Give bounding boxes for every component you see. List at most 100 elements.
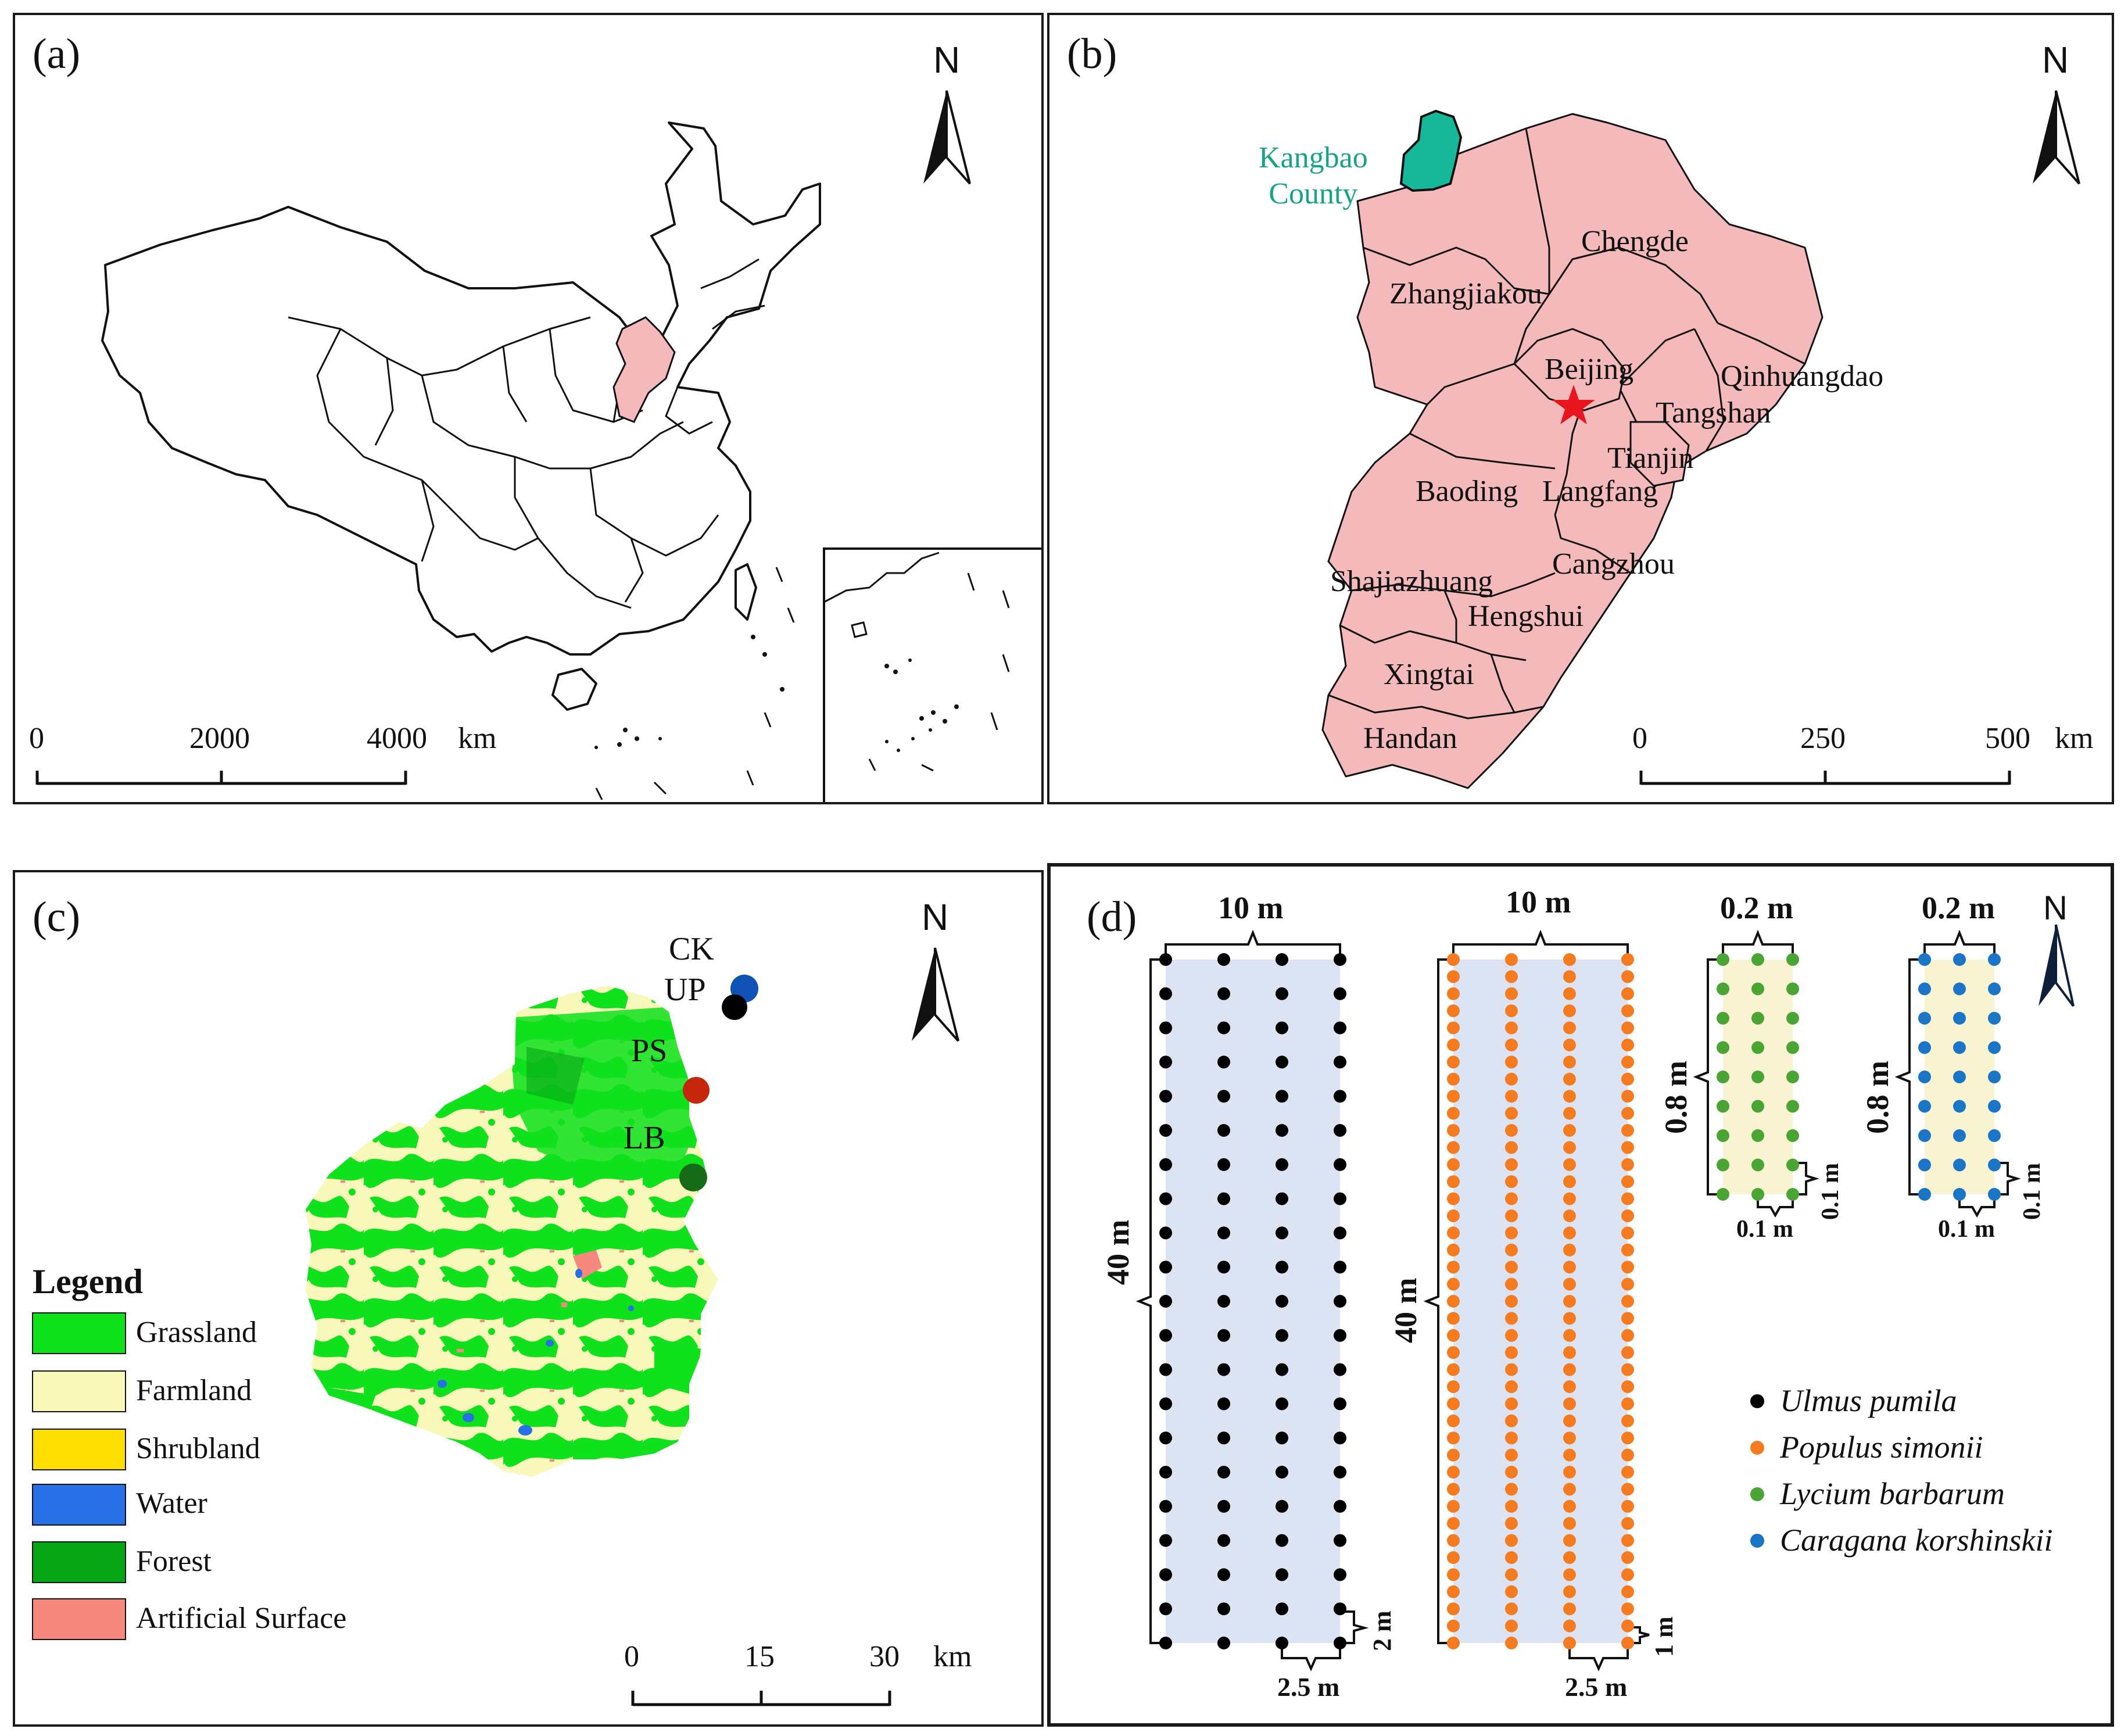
city-label-tianjin: Tianjin xyxy=(1607,442,1694,475)
plot-4-width-brace xyxy=(1923,929,1996,956)
tree-dot-populus xyxy=(1447,1004,1460,1018)
tree-dot-ulmus xyxy=(1276,1295,1288,1308)
tree-dot-caragana xyxy=(1988,1041,2001,1054)
tree-dot-ulmus xyxy=(1276,1637,1288,1649)
tree-dot-lycium xyxy=(1786,1188,1799,1201)
tree-dot-populus xyxy=(1447,1090,1460,1103)
tree-dot-populus xyxy=(1563,1021,1576,1035)
tree-dot-ulmus xyxy=(1334,1295,1346,1308)
tree-dot-ulmus xyxy=(1276,1090,1288,1103)
tree-dot-populus xyxy=(1563,1039,1576,1051)
tree-dot-ulmus xyxy=(1334,1568,1346,1581)
tree-dot-ulmus xyxy=(1217,1158,1230,1171)
scale-tick-c-1: 15 xyxy=(744,1640,775,1673)
tree-dot-populus xyxy=(1621,1568,1634,1581)
scale-bar-b xyxy=(1639,771,2011,785)
species-legend-populus: Populus simonii xyxy=(1780,1430,1983,1465)
tree-dot-ulmus xyxy=(1217,1363,1230,1376)
tree-dot-populus xyxy=(1447,1637,1460,1649)
tree-dot-caragana xyxy=(1988,1100,2001,1113)
tree-dot-populus xyxy=(1563,1261,1576,1274)
tree-dot-lycium xyxy=(1786,982,1799,996)
legend-label-shrubland: Shrubland xyxy=(136,1432,260,1465)
tree-dot-caragana xyxy=(1988,982,2001,996)
tree-dot-ulmus xyxy=(1217,1226,1230,1240)
tree-dot-populus xyxy=(1563,1329,1576,1342)
tree-dot-lycium xyxy=(1786,953,1799,966)
legend-swatch-water xyxy=(32,1484,126,1526)
tree-dot-ulmus xyxy=(1334,1466,1346,1479)
north-label-d: N xyxy=(2043,889,2068,927)
tree-dot-populus xyxy=(1563,1243,1576,1257)
tree-dot-caragana xyxy=(1918,1041,1931,1054)
tree-dot-populus xyxy=(1621,1517,1634,1530)
tree-dot-ulmus xyxy=(1159,1397,1172,1411)
tree-dot-populus xyxy=(1621,1602,1634,1616)
tree-dot-populus xyxy=(1505,1124,1518,1137)
tree-dot-populus xyxy=(1447,1243,1460,1257)
tree-dot-populus xyxy=(1447,1107,1460,1120)
plot-2-row-spacing-label: 1 m xyxy=(1650,1616,1678,1657)
panel-c-landcover-map: (c) N CK UP PS LB Legend Grassland Farml… xyxy=(13,870,1044,1727)
tree-dot-caragana xyxy=(1988,1129,2001,1142)
tree-dot-ulmus xyxy=(1159,1090,1172,1103)
tree-dot-populus xyxy=(1621,1141,1634,1154)
tree-dot-populus xyxy=(1563,1499,1576,1513)
tree-dot-populus xyxy=(1621,1004,1634,1018)
tree-dot-ulmus xyxy=(1217,1499,1230,1513)
tree-dot-lycium xyxy=(1717,1100,1729,1113)
tree-dot-populus xyxy=(1447,1055,1460,1069)
tree-dot-populus xyxy=(1563,1483,1576,1496)
city-label-cangzhou: Cangzhou xyxy=(1552,547,1675,581)
tree-dot-populus xyxy=(1505,1397,1518,1411)
hebei-province-highlight xyxy=(612,316,676,423)
legend-label-forest: Forest xyxy=(136,1545,212,1578)
legend-swatch-shrubland xyxy=(32,1429,126,1470)
tree-dot-ulmus xyxy=(1276,1534,1288,1547)
tree-dot-populus xyxy=(1447,1448,1460,1462)
tree-dot-populus xyxy=(1447,1209,1460,1222)
tree-dot-ulmus xyxy=(1159,1499,1172,1513)
tree-dot-ulmus xyxy=(1217,1397,1230,1411)
tree-dot-populus xyxy=(1505,1517,1518,1530)
north-arrow-a xyxy=(923,90,971,185)
legend-swatch-grassland xyxy=(32,1312,126,1354)
tree-dot-caragana xyxy=(1918,1188,1931,1201)
tree-dot-caragana xyxy=(1988,1012,2001,1025)
tree-dot-ulmus xyxy=(1334,987,1346,1000)
tree-dot-ulmus xyxy=(1159,953,1172,966)
tree-dot-populus xyxy=(1621,1619,1634,1633)
tree-dot-populus xyxy=(1563,953,1576,966)
legend-swatch-forest xyxy=(32,1541,126,1583)
tree-dot-populus xyxy=(1563,1107,1576,1120)
tree-dot-populus xyxy=(1621,1585,1634,1598)
tree-dot-populus xyxy=(1621,1466,1634,1479)
tree-dot-lycium xyxy=(1786,1158,1799,1172)
tree-dot-populus xyxy=(1621,1158,1634,1171)
north-arrow-c xyxy=(912,947,959,1042)
tree-dot-populus xyxy=(1563,1517,1576,1530)
tree-dot-populus xyxy=(1447,953,1460,966)
plot-2-width-label: 10 m xyxy=(1506,885,1571,919)
tree-dot-populus xyxy=(1447,1483,1460,1496)
taiwan-island xyxy=(735,563,757,621)
kangbao-county xyxy=(1399,109,1463,192)
tree-dot-ulmus xyxy=(1159,1431,1172,1445)
city-label-beijing: Beijing xyxy=(1545,353,1634,386)
tree-dot-ulmus xyxy=(1217,1295,1230,1308)
tree-dot-lycium xyxy=(1751,1100,1764,1113)
city-label-qinhuangdao: Qinhuangdao xyxy=(1721,360,1884,393)
tree-dot-populus xyxy=(1621,953,1634,966)
kangbao-label: Kangbao County xyxy=(1259,140,1368,213)
tree-dot-populus xyxy=(1447,1277,1460,1291)
tree-dot-populus xyxy=(1621,1039,1634,1051)
tree-dot-populus xyxy=(1505,1329,1518,1342)
city-label-langfang: Langfang xyxy=(1542,475,1658,508)
north-arrow-b xyxy=(2033,90,2080,185)
tree-dot-populus xyxy=(1447,1534,1460,1547)
plot-3-col-spacing-label: 0.1 m xyxy=(1736,1216,1793,1243)
china-outline-map xyxy=(35,90,1041,802)
tree-dot-populus xyxy=(1563,1141,1576,1154)
tree-dot-ulmus xyxy=(1276,1158,1288,1171)
tree-dot-lycium xyxy=(1717,1012,1729,1025)
